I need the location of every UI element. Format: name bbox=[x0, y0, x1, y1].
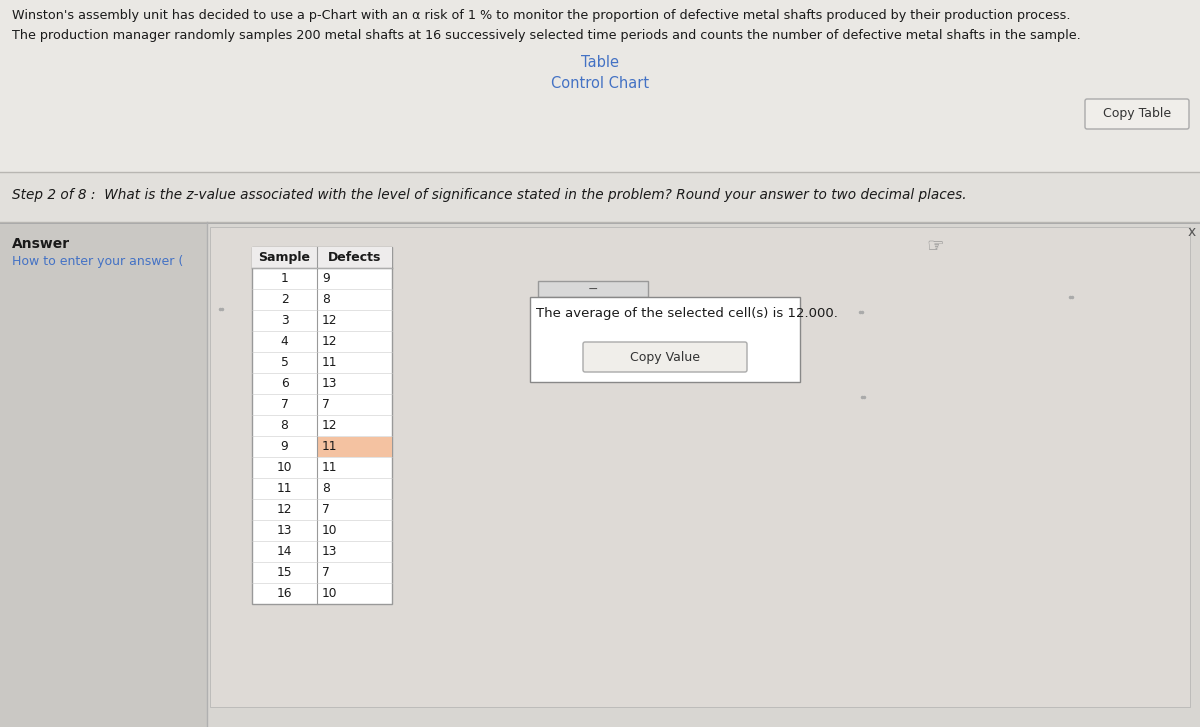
Text: Copy Value: Copy Value bbox=[630, 350, 700, 364]
Text: 5: 5 bbox=[281, 356, 288, 369]
Text: 8: 8 bbox=[322, 293, 330, 306]
Text: ☞: ☞ bbox=[926, 237, 943, 256]
Text: 7: 7 bbox=[322, 566, 330, 579]
Text: 1: 1 bbox=[281, 272, 288, 285]
Text: 7: 7 bbox=[281, 398, 288, 411]
Bar bbox=[538, 281, 648, 297]
Text: 11: 11 bbox=[322, 356, 337, 369]
Bar bbox=[210, 227, 1190, 707]
Text: 11: 11 bbox=[277, 482, 293, 495]
Text: 9: 9 bbox=[281, 440, 288, 453]
Text: Sample: Sample bbox=[258, 251, 311, 264]
Bar bbox=[530, 297, 800, 382]
Text: Defects: Defects bbox=[328, 251, 382, 264]
Text: 2: 2 bbox=[281, 293, 288, 306]
Bar bbox=[318, 436, 391, 457]
Text: 10: 10 bbox=[322, 587, 337, 600]
Text: Copy Table: Copy Table bbox=[1103, 108, 1171, 121]
Bar bbox=[0, 222, 1200, 727]
Text: −: − bbox=[588, 283, 599, 295]
Text: 8: 8 bbox=[322, 482, 330, 495]
Text: 12: 12 bbox=[322, 314, 337, 327]
Bar bbox=[208, 222, 1200, 727]
Text: 11: 11 bbox=[322, 440, 337, 453]
Text: 13: 13 bbox=[277, 524, 293, 537]
Text: 16: 16 bbox=[277, 587, 293, 600]
Text: 3: 3 bbox=[281, 314, 288, 327]
Text: Answer: Answer bbox=[12, 237, 70, 251]
Text: Step 2 of 8 :  What is the z-value associated with the level of significance sta: Step 2 of 8 : What is the z-value associ… bbox=[12, 188, 967, 202]
FancyBboxPatch shape bbox=[583, 342, 746, 372]
Text: 8: 8 bbox=[281, 419, 288, 432]
Text: 10: 10 bbox=[322, 524, 337, 537]
Bar bbox=[0, 0, 1200, 172]
Text: 13: 13 bbox=[322, 377, 337, 390]
Text: 15: 15 bbox=[277, 566, 293, 579]
Bar bbox=[0, 172, 1200, 222]
Text: 7: 7 bbox=[322, 503, 330, 516]
Text: 6: 6 bbox=[281, 377, 288, 390]
Text: 11: 11 bbox=[322, 461, 337, 474]
Text: 9: 9 bbox=[322, 272, 330, 285]
Text: x: x bbox=[1188, 225, 1196, 239]
Text: 14: 14 bbox=[277, 545, 293, 558]
Text: Control Chart: Control Chart bbox=[551, 76, 649, 91]
Text: 12: 12 bbox=[322, 335, 337, 348]
FancyBboxPatch shape bbox=[1085, 99, 1189, 129]
Text: How to enter your answer (: How to enter your answer ( bbox=[12, 255, 184, 268]
Bar bbox=[0, 222, 208, 727]
Text: 12: 12 bbox=[277, 503, 293, 516]
Text: 12: 12 bbox=[322, 419, 337, 432]
Text: The production manager randomly samples 200 metal shafts at 16 successively sele: The production manager randomly samples … bbox=[12, 29, 1081, 42]
Text: Winston's assembly unit has decided to use a p-Chart with an α risk of 1 % to mo: Winston's assembly unit has decided to u… bbox=[12, 9, 1070, 22]
Bar bbox=[252, 247, 392, 604]
Text: 13: 13 bbox=[322, 545, 337, 558]
Text: 7: 7 bbox=[322, 398, 330, 411]
Text: The average of the selected cell(s) is 12.000.: The average of the selected cell(s) is 1… bbox=[536, 307, 838, 320]
Text: Table: Table bbox=[581, 55, 619, 70]
Bar bbox=[252, 247, 392, 268]
Text: 10: 10 bbox=[277, 461, 293, 474]
Text: 4: 4 bbox=[281, 335, 288, 348]
